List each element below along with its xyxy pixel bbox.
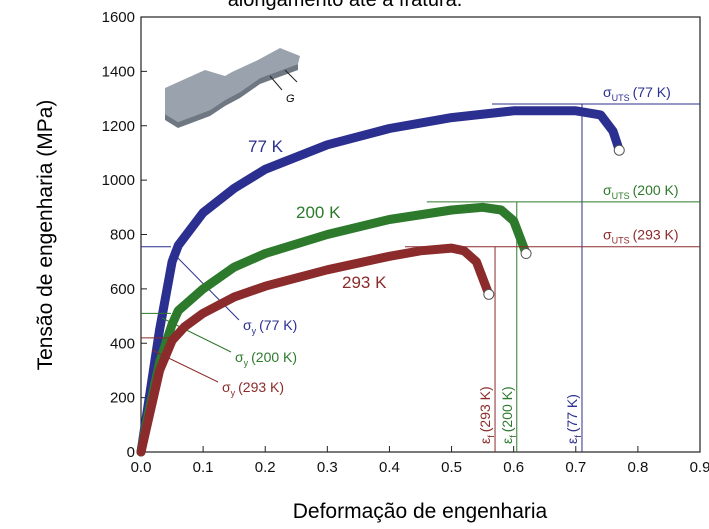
annotation-subscript: UTS [612, 191, 630, 201]
annotation-symbol: σ [603, 182, 612, 198]
y-tick-label: 600 [110, 281, 135, 298]
annotation-text: (200 K) [499, 386, 515, 432]
annotation: σy(77 K) [243, 317, 297, 336]
annotation: σUTS(293 K) [603, 227, 679, 246]
annotation: εf(200 K) [499, 386, 518, 444]
y-tick-label: 400 [110, 335, 135, 352]
annotation-subscript: y [252, 326, 257, 336]
y-tick-label: 1400 [102, 63, 135, 80]
chart: alongamento até a fratura. Deformação de… [0, 0, 709, 529]
annotation: σUTS(200 K) [603, 182, 679, 201]
x-tick-label: 0.0 [131, 459, 152, 476]
y-axis-label: Tensão de engenharia (MPa) [34, 100, 57, 371]
y-tick-label: 200 [110, 390, 135, 407]
annotation-text: (200 K) [633, 182, 679, 198]
annotation-text: (77 K) [633, 84, 671, 100]
x-tick-label: 0.3 [317, 459, 338, 476]
y-tick-label: 0 [127, 444, 135, 461]
annotation-subscript: UTS [612, 236, 630, 246]
annotation-text: (293 K) [477, 386, 493, 432]
annotation-symbol: σ [222, 379, 231, 395]
x-tick-label: 0.6 [503, 459, 524, 476]
fracture-point [614, 145, 624, 155]
annotation-subscript: UTS [612, 93, 630, 103]
x-tick-label: 0.2 [255, 459, 276, 476]
x-tick-label: 0.7 [565, 459, 586, 476]
series-label: 200 K [296, 203, 341, 222]
annotation-subscript: y [231, 388, 236, 398]
inset-label: G [286, 93, 295, 105]
x-tick-label: 0.5 [441, 459, 462, 476]
annotation-text: (293 K) [633, 227, 679, 243]
annotation-subscript: y [244, 358, 249, 368]
annotation-text: (293 K) [238, 379, 284, 395]
series-label: 77 K [248, 137, 284, 156]
annotation: σy(293 K) [222, 379, 284, 398]
curve [141, 207, 526, 452]
fracture-point [484, 289, 494, 299]
annotation: εf(293 K) [477, 386, 496, 444]
annotation: σUTS(77 K) [603, 84, 671, 103]
annotation-text: (200 K) [251, 349, 297, 365]
y-tick-label: 1000 [102, 172, 135, 189]
series-label: 293 K [342, 273, 387, 292]
annotation: εf(77 K) [564, 394, 583, 444]
curve [141, 248, 489, 452]
annotation-symbol: σ [603, 227, 612, 243]
x-axis-label: Deformação de engenharia [293, 500, 548, 523]
x-tick-label: 0.9 [690, 459, 709, 476]
annotation-symbol: σ [243, 317, 252, 333]
specimen-inset: G [165, 48, 300, 128]
annotation-text: (77 K) [259, 317, 297, 333]
fracture-point [521, 249, 531, 259]
annotation: σy(200 K) [235, 349, 297, 368]
chart-title: alongamento até a fratura. [228, 0, 463, 11]
x-tick-label: 0.1 [193, 459, 214, 476]
y-tick-label: 1200 [102, 118, 135, 135]
x-tick-label: 0.4 [379, 459, 400, 476]
y-tick-label: 1600 [102, 9, 135, 26]
x-tick-label: 0.8 [627, 459, 648, 476]
annotation-symbol: σ [603, 84, 612, 100]
annotation-text: (77 K) [564, 394, 580, 432]
annotation-symbol: σ [235, 349, 244, 365]
y-tick-label: 800 [110, 227, 135, 244]
